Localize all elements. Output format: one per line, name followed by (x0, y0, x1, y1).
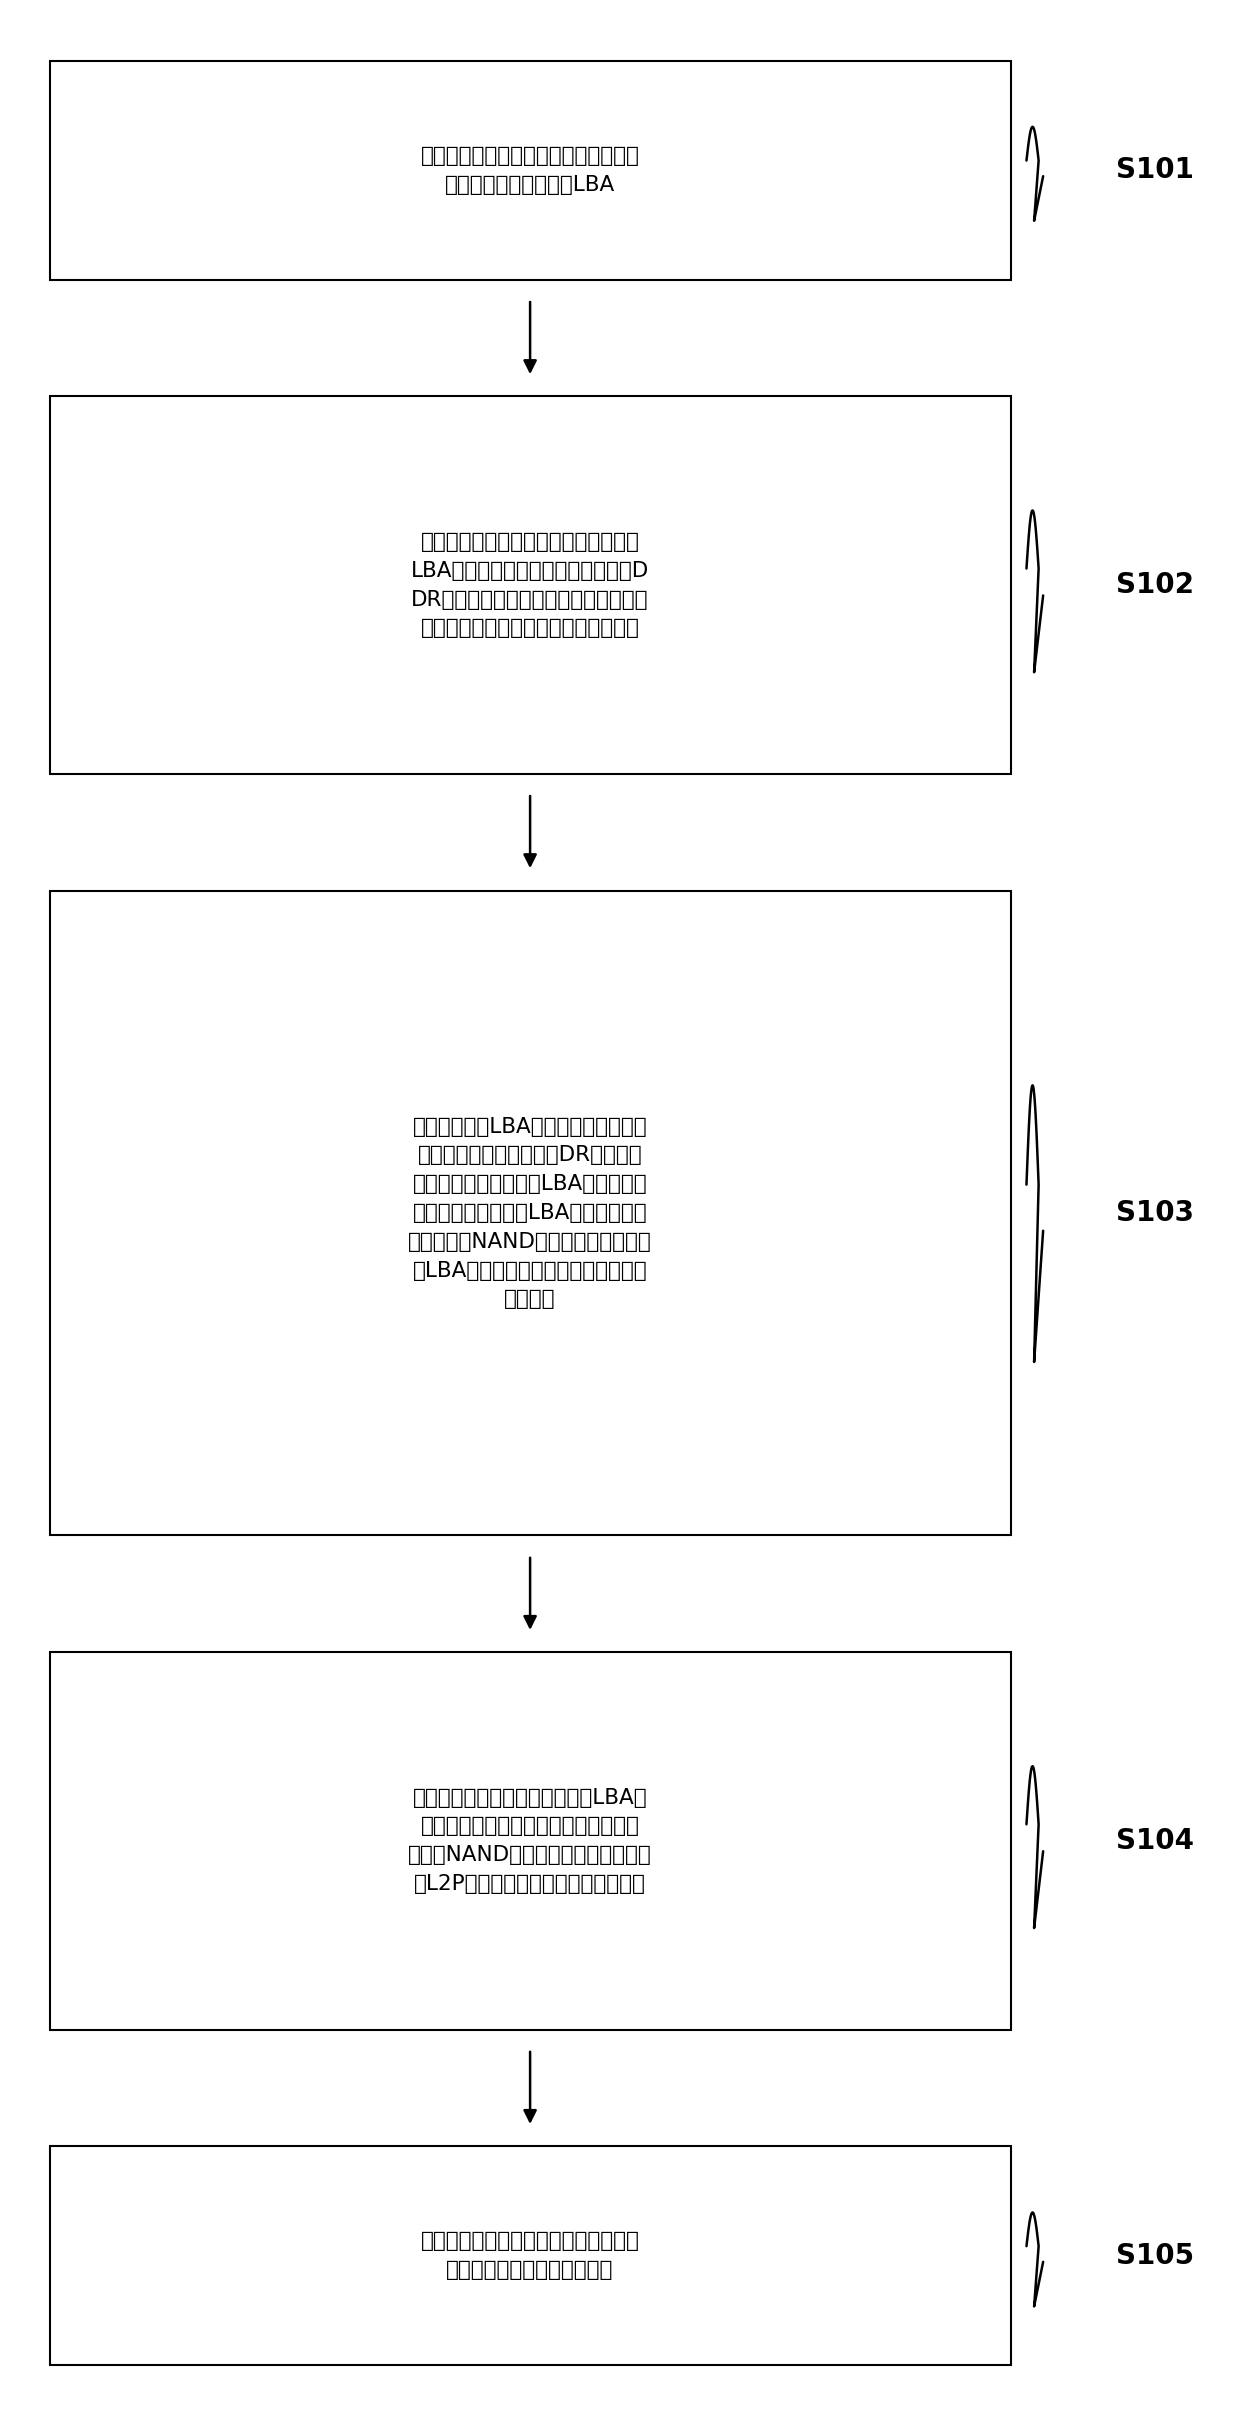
Text: S104: S104 (1116, 1827, 1194, 1856)
Text: S103: S103 (1116, 1198, 1194, 1228)
Text: 在固态硬盘正常运行过程中，当检测到
LBA中的自管理数据发生变化时，在D
DR中更新自管理数据，并将自管理数据
的变化量存储在相应的第一存储区域中: 在固态硬盘正常运行过程中，当检测到 LBA中的自管理数据发生变化时，在D DR中… (410, 531, 650, 638)
Bar (50, 890, 1011, 1536)
Text: 当检测到目标LBA的第一存储区域的剩
余空间满足预设条件，仭DR中按照预
设数据拷贝量将与目标LBA相对应的管
理数据，复制至目标LBA的第二存储区
域中，并向: 当检测到目标LBA的第一存储区域的剩 余空间满足预设条件，仭DR中按照预 设数据… (408, 1116, 652, 1310)
Text: S105: S105 (1116, 2242, 1194, 2271)
Text: S101: S101 (1116, 155, 1194, 184)
Bar (50, 2147, 1011, 2365)
Bar (50, 61, 1011, 279)
Text: 预先根据固态硬盘的管理数据，按照预
设数据存储量进行划分LBA: 预先根据固态硬盘的管理数据，按照预 设数据存储量进行划分LBA (420, 146, 640, 194)
Bar (50, 1652, 1011, 2031)
Text: 向上一级管理模块发送所述固态硬盘下
电存储管理数据已完成的指令: 向上一级管理模块发送所述固态硬盘下 电存储管理数据已完成的指令 (420, 2232, 640, 2280)
Bar (50, 395, 1011, 774)
Text: S102: S102 (1116, 570, 1194, 599)
Text: 当检测到固态硬盘下电时，将各LBA的
第一存储区域和第二存储区域中的数据
刷写至NAND中，并将更新的管理数据
的L2P表下刷至控制管理器的超级块中: 当检测到固态硬盘下电时，将各LBA的 第一存储区域和第二存储区域中的数据 刷写至… (408, 1788, 652, 1895)
